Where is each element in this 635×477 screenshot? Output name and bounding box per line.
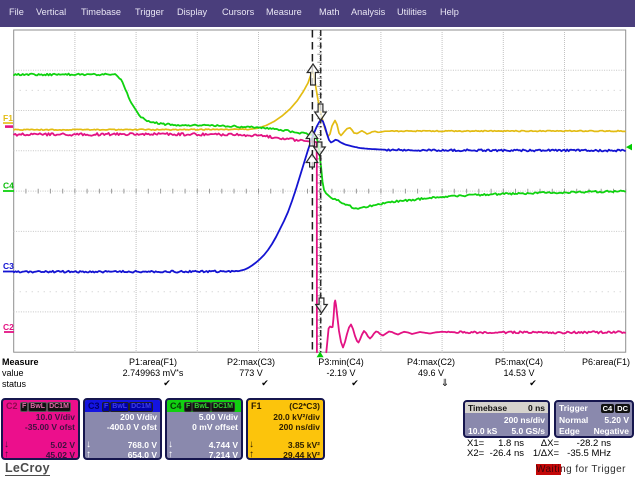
svg-text:C2: C2 xyxy=(3,322,14,332)
svg-text:C4: C4 xyxy=(3,181,14,191)
svg-text:C3: C3 xyxy=(3,261,14,271)
svg-text:F1: F1 xyxy=(3,113,13,123)
